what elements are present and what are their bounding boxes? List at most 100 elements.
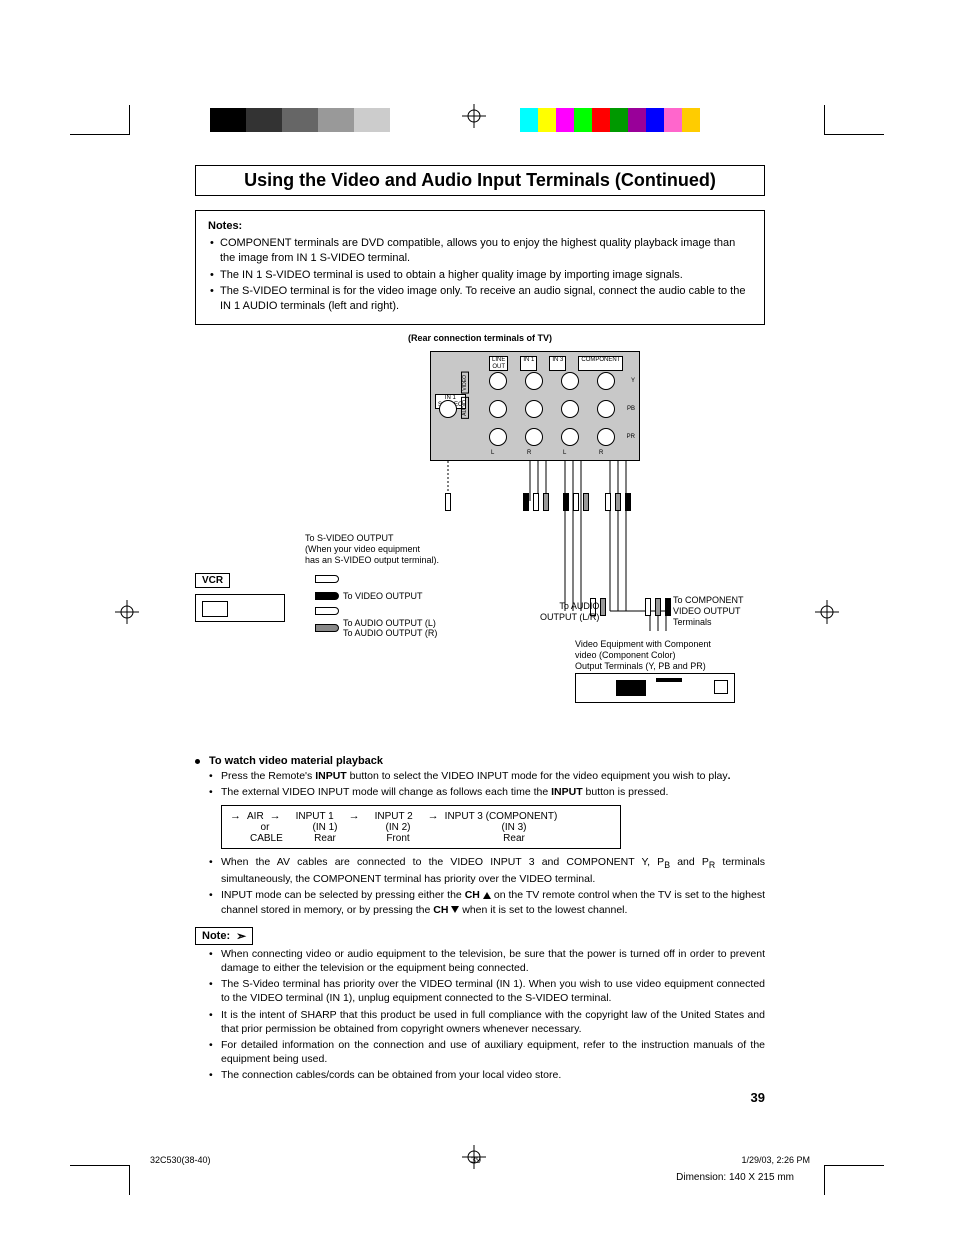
cycle-label: Rear xyxy=(503,833,525,844)
footer-page: 39 xyxy=(471,1155,481,1165)
plug-icon xyxy=(655,598,661,616)
list-item: When connecting video or audio equipment… xyxy=(221,947,765,975)
page-content: Using the Video and Audio Input Terminal… xyxy=(195,165,765,1105)
cycle-label: Rear xyxy=(314,833,336,844)
cycle-label: CABLE xyxy=(250,833,283,844)
arrow-icon: → xyxy=(230,810,241,822)
list-item: Press the Remote's INPUT button to selec… xyxy=(221,769,765,783)
cycle-label: INPUT 3 (COMPONENT) xyxy=(445,811,558,822)
arrow-icon: → xyxy=(349,810,360,822)
registration-mark-icon xyxy=(462,104,486,128)
crop-mark xyxy=(70,1165,130,1195)
plug-icon xyxy=(583,493,589,511)
cmyk-colorbar xyxy=(520,108,700,132)
panel-label: LINE OUT xyxy=(489,356,508,371)
svideo-jack-icon xyxy=(439,400,457,418)
footer: 32C530(38-40) 39 1/29/03, 2:26 PM xyxy=(150,1155,810,1165)
plug-icon xyxy=(563,493,569,511)
list-item: It is the intent of SHARP that this prod… xyxy=(221,1008,765,1036)
plug-icon xyxy=(445,493,451,511)
footer-file: 32C530(38-40) xyxy=(150,1155,211,1165)
cycle-label: Front xyxy=(386,833,409,844)
cycle-label: (IN 3) xyxy=(502,822,527,833)
rca-jack-icon xyxy=(597,428,615,446)
diagram-label: To S-VIDEO OUTPUT (When your video equip… xyxy=(305,533,439,565)
rca-jack-icon xyxy=(525,400,543,418)
note-item: COMPONENT terminals are DVD compatible, … xyxy=(208,236,752,266)
page-number: 39 xyxy=(195,1090,765,1105)
body-list: When the AV cables are connected to the … xyxy=(195,855,765,916)
note-item: The IN 1 S-VIDEO terminal is used to obt… xyxy=(208,268,752,283)
vcr-device-icon xyxy=(195,594,285,622)
diagram-label: To AUDIO OUTPUT (L) xyxy=(343,618,437,628)
triangle-up-icon xyxy=(483,892,491,899)
list-item: For detailed information on the connecti… xyxy=(221,1038,765,1066)
panel-label: VIDEO xyxy=(461,372,469,394)
triangle-down-icon xyxy=(451,906,459,913)
registration-mark-icon xyxy=(815,600,839,624)
plug-icon xyxy=(543,493,549,511)
arrow-icon: → xyxy=(428,810,439,822)
panel-label: PB xyxy=(627,406,635,412)
panel-label: L xyxy=(563,450,566,456)
panel-label: COMPONENT xyxy=(578,356,623,371)
page-title: Using the Video and Audio Input Terminal… xyxy=(195,165,765,196)
rca-jack-icon xyxy=(561,372,579,390)
cycle-label: INPUT 2 xyxy=(366,811,422,822)
rca-jack-icon xyxy=(525,372,543,390)
rca-jack-icon xyxy=(597,400,615,418)
diagram-caption: (Rear connection terminals of TV) xyxy=(195,333,765,343)
registration-mark-icon xyxy=(115,600,139,624)
rca-jack-icon xyxy=(525,428,543,446)
connection-diagram: LINE OUT IN 1 IN 3 COMPONENT VIDEO Y IN … xyxy=(195,343,765,743)
panel-label: R xyxy=(599,450,603,456)
panel-label: IN 1 xyxy=(520,356,537,371)
section-heading: To watch video material playback xyxy=(195,755,765,767)
crop-mark xyxy=(70,105,130,135)
connector-icon xyxy=(315,592,339,600)
diagram-label: To AUDIO OUTPUT (R) xyxy=(343,628,437,638)
rca-jack-icon xyxy=(489,372,507,390)
grayscale-colorbar xyxy=(210,108,426,132)
rca-jack-icon xyxy=(489,428,507,446)
list-item: The external VIDEO INPUT mode will chang… xyxy=(221,785,765,799)
rca-jack-icon xyxy=(561,400,579,418)
vcr-label: VCR xyxy=(195,573,230,588)
diagram-label: Video Equipment with Component video (Co… xyxy=(575,639,711,671)
notes-box: Notes: COMPONENT terminals are DVD compa… xyxy=(195,210,765,325)
footer-dimension: Dimension: 140 X 215 mm xyxy=(676,1172,794,1183)
plug-icon xyxy=(665,598,671,616)
cycle-label: (IN 2) xyxy=(386,822,411,833)
plug-icon xyxy=(645,598,651,616)
panel-label: PR xyxy=(627,434,635,440)
list-item: The connection cables/cords can be obtai… xyxy=(221,1068,765,1082)
note-label: Note: xyxy=(202,930,230,942)
panel-label: R xyxy=(527,450,531,456)
cable-lines xyxy=(430,461,750,661)
diagram-label: To COMPONENT VIDEO OUTPUT Terminals xyxy=(673,595,744,627)
input-cycle-box: → AIR → INPUT 1 → INPUT 2 → INPUT 3 (COM… xyxy=(221,805,621,849)
panel-label: L xyxy=(491,450,494,456)
rca-jack-icon xyxy=(597,372,615,390)
plug-icon xyxy=(600,598,606,616)
diagram-label: To AUDIO OUTPUT (L/R) xyxy=(540,601,599,623)
component-device-icon xyxy=(575,673,735,703)
crop-mark xyxy=(824,1165,884,1195)
vcr-block: VCR xyxy=(195,573,285,622)
note-tag: Note: ➣ xyxy=(195,927,253,945)
rca-jack-icon xyxy=(489,400,507,418)
diagram-label: To VIDEO OUTPUT xyxy=(343,591,423,601)
list-item: When the AV cables are connected to the … xyxy=(221,855,765,886)
notes-heading: Notes: xyxy=(208,220,242,232)
connector-icon xyxy=(315,624,339,632)
plug-icon xyxy=(523,493,529,511)
connector-icon xyxy=(315,607,339,615)
footer-date: 1/29/03, 2:26 PM xyxy=(741,1155,810,1165)
body-list: Press the Remote's INPUT button to selec… xyxy=(195,769,765,799)
panel-label: Y xyxy=(631,378,635,384)
tv-rear-panel: LINE OUT IN 1 IN 3 COMPONENT VIDEO Y IN … xyxy=(430,351,640,461)
panel-label: AUDIO xyxy=(461,397,469,419)
plug-icon xyxy=(605,493,611,511)
note-item: The S-VIDEO terminal is for the video im… xyxy=(208,284,752,314)
arrow-icon: → xyxy=(270,810,281,822)
